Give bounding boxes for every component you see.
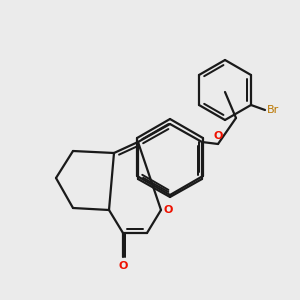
Text: O: O bbox=[164, 205, 173, 215]
Text: O: O bbox=[118, 261, 128, 271]
Text: O: O bbox=[213, 131, 223, 141]
Text: Br: Br bbox=[266, 105, 279, 115]
